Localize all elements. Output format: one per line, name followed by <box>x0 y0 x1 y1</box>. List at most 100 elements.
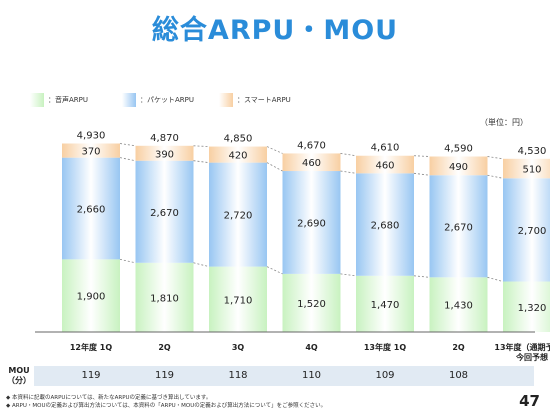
category-label: 12年度 1Q <box>70 342 112 352</box>
segment-label: 1,520 <box>297 299 326 310</box>
connector-line <box>487 156 504 160</box>
bar-segment <box>209 146 267 163</box>
segment-label: 1,810 <box>150 293 179 304</box>
mou-value: 119 <box>154 370 175 381</box>
segment-label: 2,700 <box>518 226 547 237</box>
bar-segment <box>429 175 488 278</box>
legend-item: ：パケットARPU <box>122 92 194 108</box>
bar-segment <box>356 155 414 174</box>
footnotes: ◆ 本資料に記載のARPUについては、新たなARPUの定義に基づき算出しています… <box>6 394 426 410</box>
footnote: ◆ 本資料に記載のARPUについては、新たなARPUの定義に基づき算出しています… <box>6 395 212 401</box>
connector-line <box>119 157 136 162</box>
connector-line <box>193 262 210 268</box>
bar-segment <box>135 160 194 263</box>
footnote: ◆ ARPU・MOUの定義および算出方法については、本資料の「ARPU・MOUの… <box>6 403 327 409</box>
segment-label: 1,900 <box>77 292 106 303</box>
legend-item: ：音声ARPU <box>30 92 88 108</box>
mou-value: 109 <box>375 370 395 381</box>
total-label: 4,590 <box>444 144 473 155</box>
category-label: 2Q <box>158 343 171 352</box>
legend-label: ：スマートARPU <box>237 96 291 104</box>
connector-line <box>119 258 136 264</box>
segment-label: 490 <box>449 162 468 173</box>
bar-segment <box>209 266 267 332</box>
category-label: 今回予想 <box>515 352 548 362</box>
segment-label: 420 <box>228 151 247 162</box>
bar-segment <box>209 162 267 267</box>
segment-label: 2,660 <box>77 205 106 216</box>
mou-row-label-line: （分） <box>7 376 31 385</box>
segment-label: 1,320 <box>518 303 547 314</box>
segment-label: 390 <box>155 149 174 160</box>
mou-value: 110 <box>301 370 322 381</box>
bar-segment <box>503 178 550 282</box>
bar-segment <box>356 173 414 276</box>
legend-label: ：音声ARPU <box>48 96 88 104</box>
total-label: 4,850 <box>224 134 253 145</box>
connector-line <box>266 146 283 154</box>
legend-swatch <box>30 93 44 107</box>
connector-line <box>266 162 283 172</box>
mou-value: 119 <box>81 370 101 381</box>
bar-segment <box>135 262 194 332</box>
segment-label: 1,710 <box>224 295 253 306</box>
mou-row-label: MOU （分） <box>6 366 32 386</box>
mou-row-label-line: MOU <box>8 366 30 375</box>
mou-value: 108 <box>448 370 469 381</box>
segment-label: 1,470 <box>371 300 400 311</box>
legend-item: ：スマートARPU <box>219 92 291 108</box>
segment-label: 2,680 <box>371 221 400 232</box>
bar-segment <box>62 143 120 158</box>
category-label: 3Q <box>232 343 245 352</box>
segment-label: 1,430 <box>444 301 473 312</box>
connector-line <box>487 276 504 282</box>
bar-segment <box>429 156 488 176</box>
segment-label: 370 <box>81 147 100 158</box>
total-label: 4,610 <box>371 143 400 154</box>
legend-label: ：パケットARPU <box>140 96 194 104</box>
total-label: 4,530 <box>518 146 547 157</box>
bar-segment <box>429 277 488 332</box>
segment-label: 460 <box>302 158 321 169</box>
bar-segment <box>356 275 414 332</box>
legend-swatch <box>122 93 136 107</box>
mou-value: 118 <box>228 370 248 381</box>
segment-label: 510 <box>522 165 541 176</box>
connector-line <box>193 160 210 164</box>
unit-label: （単位：円） <box>480 118 528 127</box>
bar-segment <box>282 273 341 332</box>
category-label: 13年度（通期予想） <box>494 342 550 352</box>
bar-segment <box>135 145 194 161</box>
connector-line <box>487 174 504 179</box>
bar-segment <box>503 158 550 179</box>
connector-line <box>340 273 357 277</box>
bar-segment <box>62 157 120 260</box>
connector-line <box>193 145 210 147</box>
bar-segment <box>282 171 341 274</box>
category-label: 13年度 1Q <box>364 342 406 352</box>
connector-line <box>413 155 430 157</box>
bar-segment <box>62 259 120 332</box>
total-label: 4,670 <box>297 140 326 151</box>
segment-label: 2,670 <box>444 222 473 233</box>
connector-line <box>340 170 357 174</box>
category-label: 4Q <box>305 343 318 352</box>
segment-label: 2,690 <box>297 218 326 229</box>
page-number: 47 <box>519 392 540 410</box>
bar-segment <box>503 281 550 332</box>
segment-label: 2,720 <box>224 211 253 222</box>
connector-line <box>340 153 357 157</box>
total-label: 4,870 <box>150 133 179 144</box>
connector-line <box>266 266 283 275</box>
category-label: 2Q <box>452 343 465 352</box>
segment-label: 460 <box>375 161 394 172</box>
bar-segment <box>282 153 341 172</box>
segment-label: 2,670 <box>150 208 179 219</box>
page-title: 総合ARPU・MOU <box>151 15 399 46</box>
connector-line <box>413 275 430 278</box>
connector-line <box>413 172 430 176</box>
total-label: 4,930 <box>77 131 106 142</box>
connector-line <box>119 143 136 147</box>
mou-row-band <box>34 366 534 386</box>
